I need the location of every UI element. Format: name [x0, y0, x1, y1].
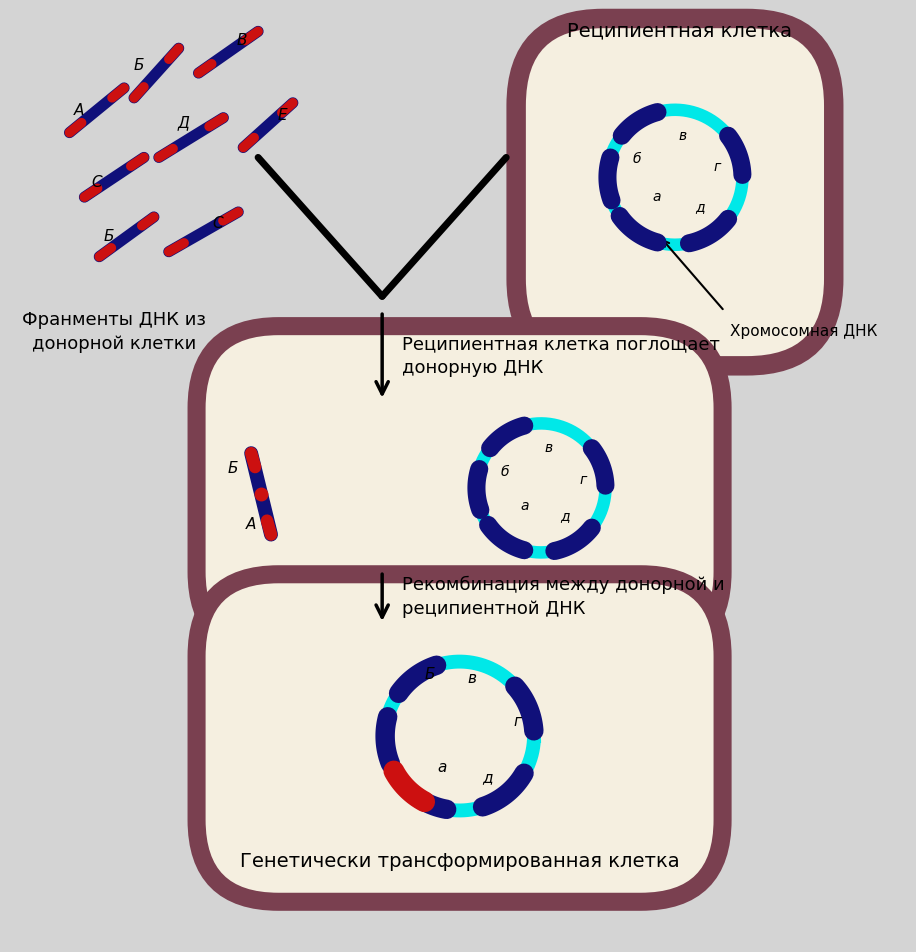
Text: Хромосомная ДНК: Хромосомная ДНК	[729, 324, 877, 339]
Text: Генетически трансформированная клетка: Генетически трансформированная клетка	[240, 852, 680, 871]
Text: Реципиентная клетка поглощает
донорную ДНК: Реципиентная клетка поглощает донорную Д…	[402, 335, 720, 377]
Text: д: д	[482, 770, 493, 785]
Text: Б: Б	[133, 58, 144, 72]
Text: Рекомбинация между донорной и
реципиентной ДНК: Рекомбинация между донорной и реципиентн…	[402, 576, 725, 618]
Text: а: а	[437, 761, 446, 775]
Text: Б: Б	[424, 667, 435, 682]
Text: А: А	[74, 103, 84, 118]
Text: в: в	[467, 671, 476, 686]
Text: Реципиентная клетка: Реципиентная клетка	[567, 22, 792, 40]
FancyBboxPatch shape	[516, 18, 834, 366]
Text: г: г	[513, 714, 521, 728]
Text: А: А	[246, 517, 256, 532]
Text: в: в	[679, 129, 687, 143]
Text: В: В	[237, 32, 247, 48]
FancyBboxPatch shape	[197, 574, 723, 902]
Text: а: а	[521, 499, 529, 513]
Text: д: д	[560, 508, 570, 523]
Text: С: С	[213, 216, 223, 231]
Text: Б: Б	[228, 461, 238, 476]
Text: С: С	[91, 175, 102, 189]
Text: Д: Д	[177, 115, 189, 130]
Text: г: г	[579, 473, 586, 487]
Text: Е: Е	[278, 108, 287, 123]
Text: б: б	[633, 152, 641, 167]
Text: а: а	[653, 190, 661, 204]
FancyBboxPatch shape	[197, 327, 723, 654]
Text: Франменты ДНК из
донорной клетки: Франменты ДНК из донорной клетки	[22, 311, 206, 353]
Text: Б: Б	[104, 229, 114, 245]
Text: в: в	[545, 441, 553, 455]
Text: г: г	[713, 160, 720, 174]
Text: д: д	[695, 200, 704, 214]
Text: б: б	[501, 465, 509, 479]
